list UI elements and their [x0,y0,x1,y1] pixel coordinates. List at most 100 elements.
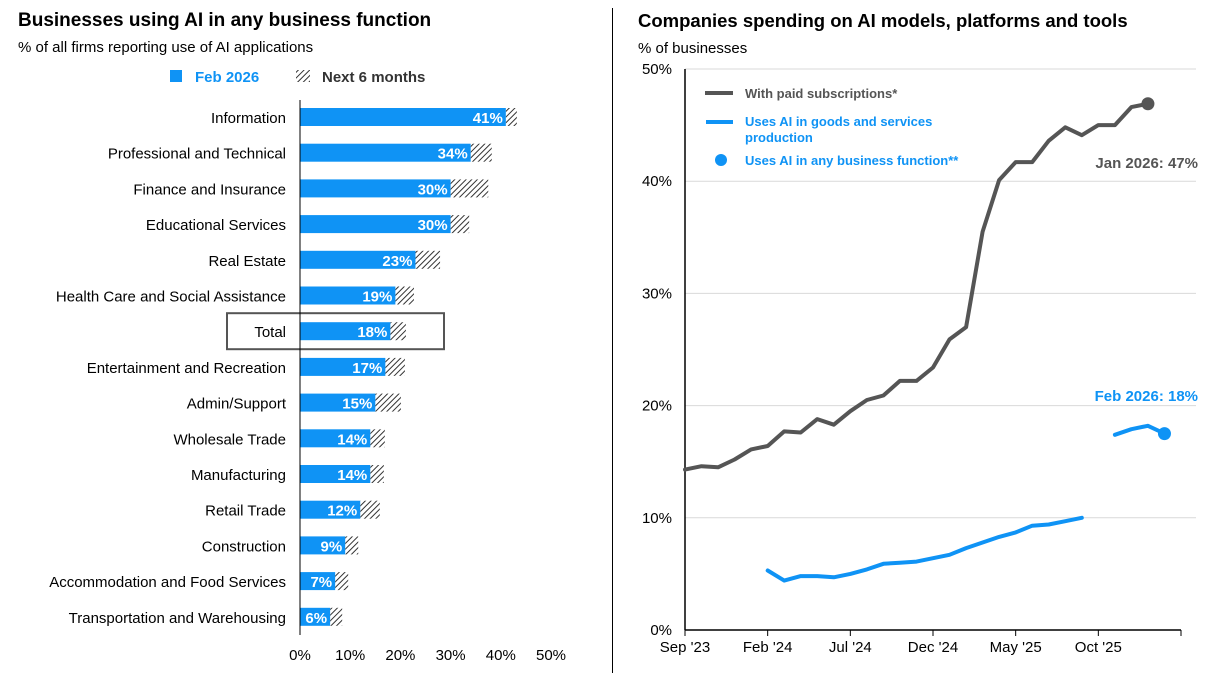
right-chart-title: Companies spending on AI models, platfor… [638,10,1128,31]
category-label: Accommodation and Food Services [49,574,286,591]
y-tick-label: 50% [642,61,672,78]
bar-feb-2026 [300,179,451,198]
right-chart-ylabel: % of businesses [638,40,748,57]
bar-feb-2026 [300,250,416,269]
bar-next-6-months [450,179,489,198]
bar-data-label: 17% [352,360,382,377]
bar-feb-2026 [300,607,331,626]
bar-next-6-months [470,143,492,162]
category-label: Educational Services [146,217,286,234]
bar-data-label: 30% [418,217,448,234]
category-label: Finance and Insurance [133,181,286,198]
left-chart-title: Businesses using AI in any business func… [18,10,432,31]
y-tick-label: 20% [642,398,672,415]
x-tick-label: May '25 [990,639,1042,656]
x-tick-label: Oct '25 [1075,639,1122,656]
bar-data-label: 7% [310,574,332,591]
bar-feb-2026 [300,143,471,162]
legend-label: production [745,130,813,145]
category-label: Manufacturing [191,467,286,484]
bar-next-6-months [360,500,380,519]
legend-dot-any-business-function [715,154,727,166]
legend-label: Uses AI in goods and services [745,114,932,129]
category-label: Wholesale Trade [173,431,286,448]
divider [612,8,613,673]
y-tick-label: 30% [642,285,672,302]
legend-label-next-6-months: Next 6 months [322,69,425,86]
bar-data-label: 12% [327,503,357,520]
bar-next-6-months [390,322,406,341]
category-label: Professional and Technical [108,146,286,163]
bar-data-label: 34% [438,146,468,163]
x-tick-label: 20% [385,647,415,664]
end-point-marker [1157,427,1171,441]
bar-next-6-months [330,607,343,626]
legend-label: With paid subscriptions* [745,86,898,101]
bar-feb-2026 [300,572,336,591]
series-line-2 [1112,423,1167,437]
x-tick-label: Jul '24 [829,639,872,656]
category-label: Construction [202,538,286,555]
bar-feb-2026 [300,393,376,412]
end-point-marker [1141,97,1155,111]
bar-feb-2026 [300,500,361,519]
bar-next-6-months [375,393,401,412]
x-tick-label: Dec '24 [908,639,958,656]
bar-next-6-months [450,215,470,234]
end-point-annotation: Feb 2026: 18% [1095,388,1198,405]
legend-swatch-feb-2026 [170,70,182,82]
category-label: Admin/Support [187,396,287,413]
x-tick-label: 10% [335,647,365,664]
bar-data-label: 41% [473,110,503,127]
bar-next-6-months [370,429,385,448]
y-tick-label: 10% [642,510,672,527]
x-tick-label: Sep '23 [660,639,710,656]
x-tick-label: Feb '24 [743,639,793,656]
bar-next-6-months [385,357,405,376]
bar-data-label: 19% [362,289,392,306]
legend-swatch-next-6-months [296,70,310,82]
series-line-1 [765,515,1084,583]
bar-next-6-months [345,536,359,555]
category-label: Entertainment and Recreation [87,360,286,377]
bar-feb-2026 [300,108,506,126]
y-tick-label: 0% [650,622,672,639]
bar-next-6-months [335,572,349,591]
legend-label-feb-2026: Feb 2026 [195,69,259,86]
x-tick-label: 30% [436,647,466,664]
series-line-0 [683,101,1150,472]
bar-feb-2026 [300,286,396,305]
bar-feb-2026 [300,429,371,448]
bar-data-label: 14% [337,467,367,484]
bar-next-6-months [395,286,414,305]
category-label: Retail Trade [205,503,286,520]
category-label: Transportation and Warehousing [69,610,286,627]
category-label: Real Estate [208,253,286,270]
bar-feb-2026 [300,322,391,341]
bar-data-label: 30% [418,181,448,198]
category-label: Information [211,110,286,127]
category-label: Total [254,324,286,341]
highlight-box [226,312,445,351]
legend-label: Uses AI in any business function** [745,153,959,168]
bar-data-label: 23% [382,253,412,270]
bar-data-label: 18% [357,324,387,341]
bar-feb-2026 [300,215,451,234]
y-tick-label: 40% [642,173,672,190]
bar-feb-2026 [300,536,346,555]
bar-next-6-months [505,108,517,126]
category-label: Health Care and Social Assistance [56,289,286,306]
bar-feb-2026 [300,465,371,483]
left-chart-subtitle: % of all firms reporting use of AI appli… [18,39,314,56]
x-tick-label: 40% [486,647,516,664]
bar-next-6-months [370,465,384,483]
bar-data-label: 6% [305,610,327,627]
x-tick-label: 0% [289,647,311,664]
end-point-annotation: Jan 2026: 47% [1095,155,1198,172]
bar-data-label: 14% [337,431,367,448]
bar-next-6-months [415,250,441,269]
bar-data-label: 9% [320,538,342,555]
x-tick-label: 50% [536,647,566,664]
